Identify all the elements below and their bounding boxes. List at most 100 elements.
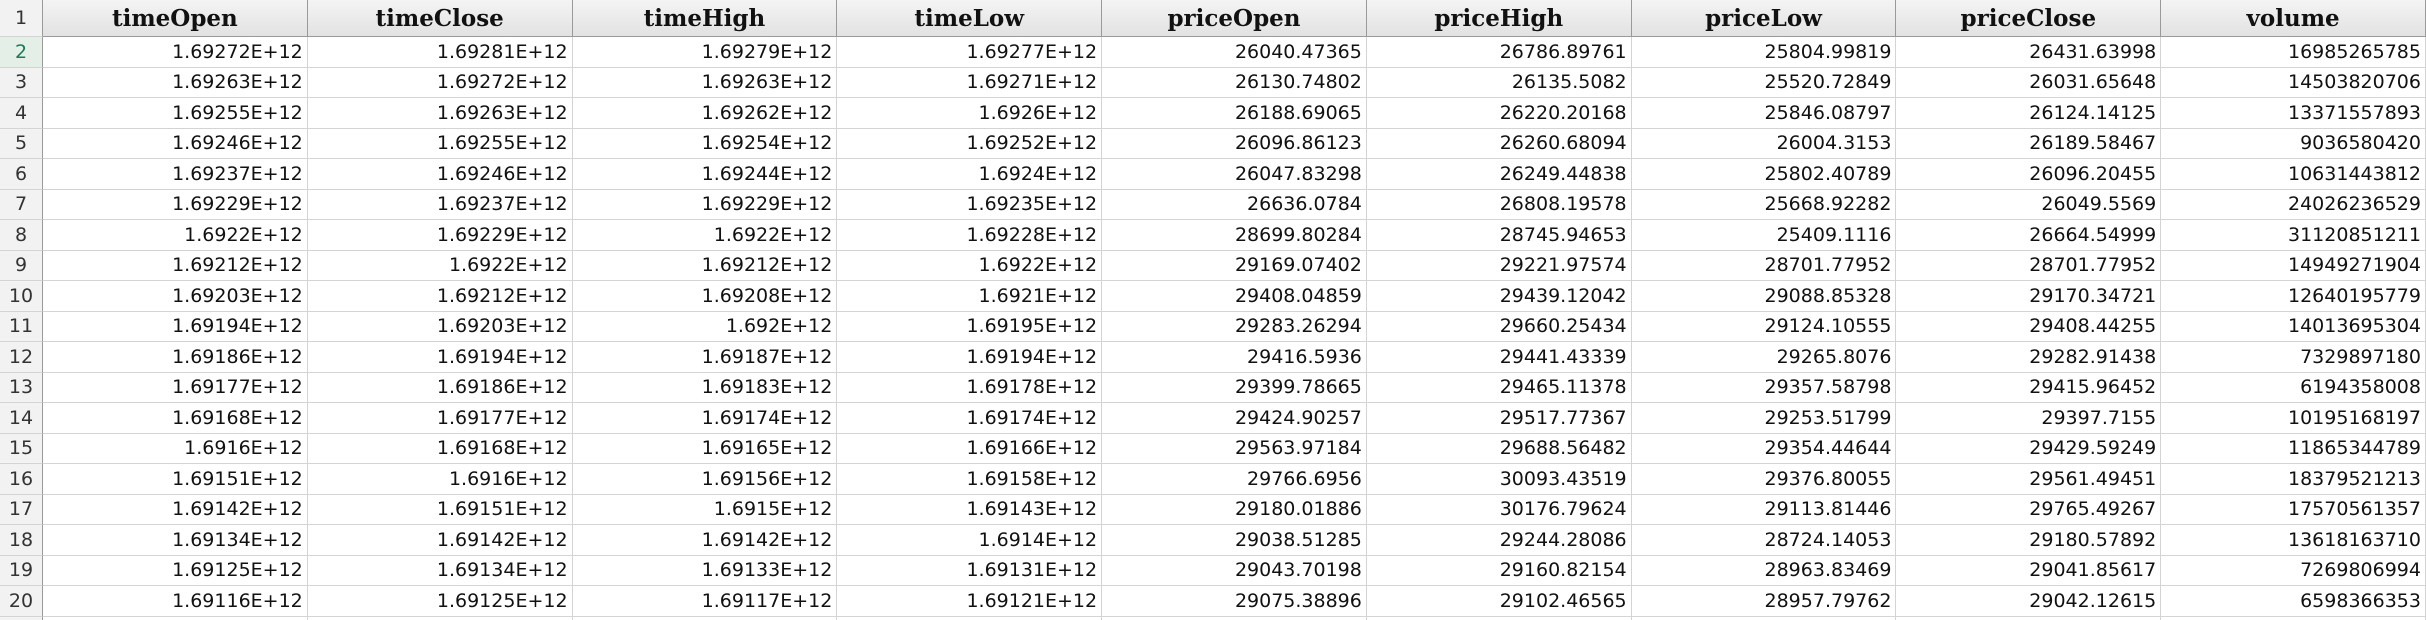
cell[interactable]: 1.69203E+12 xyxy=(307,311,573,342)
cell[interactable]: 29465.11378 xyxy=(1366,372,1632,403)
cell[interactable]: 29439.12042 xyxy=(1366,281,1632,312)
cell[interactable]: 1.69255E+12 xyxy=(307,128,573,159)
row-number[interactable]: 9 xyxy=(0,250,43,281)
cell[interactable]: 1.69208E+12 xyxy=(572,281,838,312)
cell[interactable]: 1.6916E+12 xyxy=(307,464,573,495)
row-number[interactable]: 15 xyxy=(0,433,43,464)
cell[interactable]: 1.69142E+12 xyxy=(307,525,573,556)
cell[interactable]: 14013695304 xyxy=(2161,311,2426,342)
cell[interactable]: 10631443812 xyxy=(2161,159,2426,190)
column-header[interactable]: timeLow xyxy=(837,0,1103,37)
cell[interactable]: 25846.08797 xyxy=(1631,98,1897,129)
cell[interactable]: 25668.92282 xyxy=(1631,189,1897,220)
cell[interactable]: 1.69125E+12 xyxy=(43,555,308,586)
cell[interactable]: 1.69229E+12 xyxy=(307,220,573,251)
cell[interactable]: 29424.90257 xyxy=(1102,403,1367,434)
cell[interactable]: 29169.07402 xyxy=(1102,250,1367,281)
cell[interactable]: 1.69212E+12 xyxy=(43,250,308,281)
cell[interactable]: 25520.72849 xyxy=(1631,67,1897,98)
cell[interactable]: 1.692E+12 xyxy=(572,311,838,342)
cell[interactable]: 29416.5936 xyxy=(1102,342,1367,373)
cell[interactable]: 9036580420 xyxy=(2161,128,2426,159)
cell[interactable]: 28745.94653 xyxy=(1366,220,1632,251)
cell[interactable]: 14503820706 xyxy=(2161,67,2426,98)
cell[interactable]: 25802.40789 xyxy=(1631,159,1897,190)
cell[interactable]: 29399.78665 xyxy=(1102,372,1367,403)
cell[interactable]: 1.69125E+12 xyxy=(307,586,573,617)
cell[interactable]: 1.69212E+12 xyxy=(572,250,838,281)
cell[interactable]: 26636.0784 xyxy=(1102,189,1367,220)
row-number[interactable]: 3 xyxy=(0,67,43,98)
cell[interactable]: 1.6922E+12 xyxy=(572,220,838,251)
cell[interactable]: 1.6922E+12 xyxy=(837,250,1103,281)
cell[interactable]: 1.69262E+12 xyxy=(572,98,838,129)
column-header[interactable]: timeOpen xyxy=(43,0,308,37)
cell[interactable]: 1.69121E+12 xyxy=(837,586,1103,617)
cell[interactable]: 29043.70198 xyxy=(1102,555,1367,586)
cell[interactable]: 29253.51799 xyxy=(1631,403,1897,434)
cell[interactable]: 26040.47365 xyxy=(1102,37,1367,68)
cell[interactable]: 29180.01886 xyxy=(1102,494,1367,525)
cell[interactable]: 1.69142E+12 xyxy=(43,494,308,525)
cell[interactable]: 29124.10555 xyxy=(1631,311,1897,342)
cell[interactable]: 1.69186E+12 xyxy=(307,372,573,403)
cell[interactable]: 1.69156E+12 xyxy=(572,464,838,495)
cell[interactable]: 1.69203E+12 xyxy=(43,281,308,312)
row-number[interactable]: 10 xyxy=(0,281,43,312)
cell[interactable]: 1.6914E+12 xyxy=(837,525,1103,556)
cell[interactable]: 29357.58798 xyxy=(1631,372,1897,403)
column-header[interactable]: priceLow xyxy=(1631,0,1897,37)
cell[interactable]: 1.6922E+12 xyxy=(307,250,573,281)
cell[interactable]: 1.69279E+12 xyxy=(572,37,838,68)
cell[interactable]: 26808.19578 xyxy=(1366,189,1632,220)
cell[interactable]: 29075.38896 xyxy=(1102,586,1367,617)
cell[interactable]: 1.69116E+12 xyxy=(43,586,308,617)
cell[interactable]: 26189.58467 xyxy=(1896,128,2162,159)
cell[interactable]: 1.69254E+12 xyxy=(572,128,838,159)
cell[interactable]: 26096.86123 xyxy=(1102,128,1367,159)
cell[interactable]: 1.69151E+12 xyxy=(307,494,573,525)
row-number[interactable]: 14 xyxy=(0,403,43,434)
cell[interactable]: 1.69228E+12 xyxy=(837,220,1103,251)
cell[interactable]: 26047.83298 xyxy=(1102,159,1367,190)
cell[interactable]: 13371557893 xyxy=(2161,98,2426,129)
cell[interactable]: 1.69229E+12 xyxy=(572,189,838,220)
cell[interactable]: 14949271904 xyxy=(2161,250,2426,281)
row-number[interactable]: 20 xyxy=(0,586,43,617)
cell[interactable]: 1.69194E+12 xyxy=(307,342,573,373)
cell[interactable]: 29563.97184 xyxy=(1102,433,1367,464)
cell[interactable]: 26124.14125 xyxy=(1896,98,2162,129)
cell[interactable]: 1.69168E+12 xyxy=(43,403,308,434)
cell[interactable]: 11865344789 xyxy=(2161,433,2426,464)
column-header[interactable]: volume xyxy=(2161,0,2426,37)
cell[interactable]: 1.69168E+12 xyxy=(307,433,573,464)
cell[interactable]: 1.69237E+12 xyxy=(307,189,573,220)
cell[interactable]: 26786.89761 xyxy=(1366,37,1632,68)
cell[interactable]: 29429.59249 xyxy=(1896,433,2162,464)
cell[interactable]: 1.69194E+12 xyxy=(43,311,308,342)
cell[interactable]: 1.69117E+12 xyxy=(572,586,838,617)
cell[interactable]: 10195168197 xyxy=(2161,403,2426,434)
cell[interactable]: 1.69187E+12 xyxy=(572,342,838,373)
cell[interactable]: 29765.49267 xyxy=(1896,494,2162,525)
cell[interactable]: 1.69229E+12 xyxy=(43,189,308,220)
cell[interactable]: 28701.77952 xyxy=(1631,250,1897,281)
row-number[interactable]: 1 xyxy=(0,0,43,37)
cell[interactable]: 1.69246E+12 xyxy=(43,128,308,159)
cell[interactable]: 30176.79624 xyxy=(1366,494,1632,525)
row-number[interactable]: 7 xyxy=(0,189,43,220)
cell[interactable]: 28963.83469 xyxy=(1631,555,1897,586)
cell[interactable]: 1.69212E+12 xyxy=(307,281,573,312)
cell[interactable]: 7269806994 xyxy=(2161,555,2426,586)
cell[interactable]: 29376.80055 xyxy=(1631,464,1897,495)
cell[interactable]: 29160.82154 xyxy=(1366,555,1632,586)
row-number[interactable]: 17 xyxy=(0,494,43,525)
row-number[interactable]: 12 xyxy=(0,342,43,373)
cell[interactable]: 29113.81446 xyxy=(1631,494,1897,525)
cell[interactable]: 29408.44255 xyxy=(1896,311,2162,342)
cell[interactable]: 29170.34721 xyxy=(1896,281,2162,312)
cell[interactable]: 29354.44644 xyxy=(1631,433,1897,464)
cell[interactable]: 29688.56482 xyxy=(1366,433,1632,464)
column-header[interactable]: timeClose xyxy=(307,0,573,37)
cell[interactable]: 1.69178E+12 xyxy=(837,372,1103,403)
